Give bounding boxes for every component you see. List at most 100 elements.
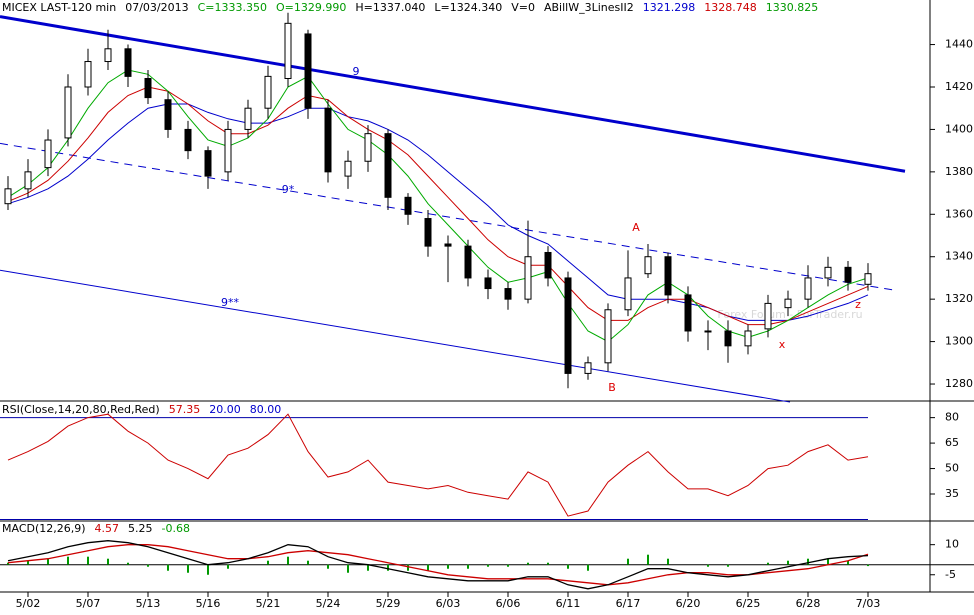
header-item: MACD(12,26,9): [2, 522, 86, 535]
candle-body: [844, 266, 852, 283]
header-item: MICEX LAST-120 min: [2, 1, 116, 14]
candle-body: [524, 256, 532, 300]
trend-line: [0, 269, 791, 403]
x-tick-label: 5/24: [316, 597, 341, 610]
candle-body: [384, 133, 392, 198]
series-line: [7, 544, 869, 586]
y-tick-label: 1440: [945, 38, 973, 51]
x-tick-label: 7/03: [856, 597, 881, 610]
y-tick-label: 50: [945, 462, 959, 475]
series-line: [7, 69, 869, 343]
header-item: C=1333.350: [198, 1, 267, 14]
candle-body: [144, 78, 152, 99]
candle-body: [864, 273, 872, 285]
panel-header: MACD(12,26,9) 4.57 5.25 -0.68: [2, 522, 190, 535]
candle-body: [784, 298, 792, 309]
x-tick-label: 6/03: [436, 597, 461, 610]
x-tick-label: 6/11: [556, 597, 581, 610]
candle-body: [824, 266, 832, 279]
candle-body: [564, 277, 572, 374]
x-tick-label: 5/16: [196, 597, 221, 610]
candle-body: [424, 218, 432, 247]
y-tick-label: 1300: [945, 335, 973, 348]
x-tick-label: 5/02: [16, 597, 41, 610]
panel: MACD(12,26,9) 4.57 5.25 -0.68 -5 10 5/02 5/07 5/…: [0, 522, 974, 610]
candle-body: [744, 330, 752, 347]
y-tick-label: 35: [945, 487, 959, 500]
candle-body: [284, 22, 292, 80]
watermark: Forex Forum - ForTrader.ru: [717, 308, 862, 321]
header-item: RSI(Close,14,20,80,Red,Red): [2, 403, 160, 416]
candle-body: [44, 139, 52, 169]
candle-body: [604, 309, 612, 364]
y-tick-label: 80: [945, 411, 959, 424]
candle-body: [444, 243, 452, 247]
x-tick-label: 5/13: [136, 597, 161, 610]
candle-body: [204, 150, 212, 177]
x-tick-label: 6/06: [496, 597, 521, 610]
x-tick-label: 6/28: [796, 597, 821, 610]
candle-body: [184, 128, 192, 152]
x-tick-label: 6/17: [616, 597, 641, 610]
candle-body: [104, 48, 112, 63]
candle-body: [544, 251, 552, 279]
y-tick-label: 1420: [945, 80, 973, 93]
y-tick-label: 1320: [945, 292, 973, 305]
header-item: L=1324.340: [434, 1, 502, 14]
candle-body: [244, 107, 252, 130]
candle-body: [84, 61, 92, 88]
header-item: 80.00: [250, 403, 282, 416]
header-item: 5.25: [128, 522, 153, 535]
candle-body: [344, 160, 352, 177]
series-line: [7, 413, 869, 517]
trend-line: [0, 15, 906, 173]
x-tick-label: 5/07: [76, 597, 101, 610]
candle-body: [224, 128, 232, 173]
y-tick-label: 1380: [945, 165, 973, 178]
candle-body: [484, 277, 492, 290]
trend-line-label: 9**: [221, 296, 239, 309]
y-tick-label: 1280: [945, 377, 973, 390]
trend-line: [0, 142, 896, 291]
candle-body: [724, 330, 732, 347]
trend-line-label: 9: [353, 65, 360, 78]
candle-body: [684, 294, 692, 332]
header-item: H=1337.040: [355, 1, 425, 14]
candle-body: [164, 99, 172, 130]
header-item: 1330.825: [766, 1, 819, 14]
candle-body: [304, 33, 312, 109]
candle-body: [464, 245, 472, 279]
series-line: [7, 540, 869, 590]
candle-body: [324, 107, 332, 173]
panel: RSI(Close,14,20,80,Red,Red) 57.35 20.00 80.…: [0, 403, 959, 520]
y-tick-label: 1360: [945, 207, 973, 220]
x-tick-label: 6/20: [676, 597, 701, 610]
candle-body: [264, 75, 272, 109]
candle-body: [804, 277, 812, 300]
x-tick-label: 6/25: [736, 597, 761, 610]
annotation: A: [632, 221, 640, 234]
panel: MICEX LAST-120 min 07/03/2013 C=1333.350 O=…: [0, 1, 973, 403]
candle-body: [24, 171, 32, 190]
header-item: 20.00: [209, 403, 241, 416]
x-tick-label: 5/21: [256, 597, 281, 610]
panel-header: RSI(Close,14,20,80,Red,Red) 57.35 20.00 80.…: [2, 403, 281, 416]
candle-body: [124, 48, 132, 77]
panel-header: MICEX LAST-120 min 07/03/2013 C=1333.350 O=…: [2, 1, 818, 14]
annotation: z: [855, 298, 861, 311]
header-item: 57.35: [169, 403, 201, 416]
header-item: 1328.748: [704, 1, 757, 14]
header-item: 1321.298: [643, 1, 696, 14]
y-tick-label: 1340: [945, 250, 973, 263]
y-tick-label: 10: [945, 538, 959, 551]
header-item: 07/03/2013: [125, 1, 188, 14]
candle-body: [624, 277, 632, 311]
candle-body: [664, 256, 672, 296]
header-item: -0.68: [162, 522, 190, 535]
header-item: V=0: [511, 1, 535, 14]
candle-body: [704, 330, 712, 333]
x-tick-label: 5/29: [376, 597, 401, 610]
candle-body: [584, 362, 592, 374]
annotation: B: [608, 381, 616, 394]
